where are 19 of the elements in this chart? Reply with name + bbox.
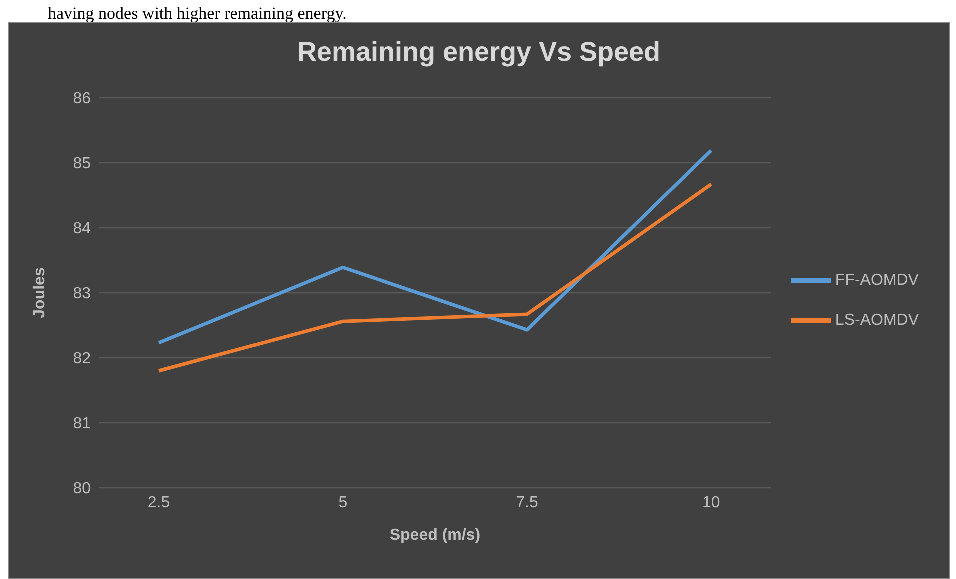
- chart-title: Remaining energy Vs Speed: [296, 37, 662, 68]
- legend-label: LS-AOMDV: [835, 312, 919, 329]
- legend-label: FF-AOMDV: [835, 272, 919, 289]
- y-tick-label: 84: [73, 220, 92, 238]
- text: having nodes with higher remaining energy.: [48, 4, 348, 23]
- x-tick-label: 2.5: [148, 494, 170, 512]
- x-tick-label: 10: [702, 494, 720, 512]
- y-tick-label: 80: [73, 480, 92, 498]
- line-series: [157, 148, 714, 345]
- x-axis-title: Speed (m/s): [390, 527, 481, 544]
- y-tick-label: 83: [73, 286, 92, 303]
- y-tick-label: 82: [73, 350, 92, 368]
- y-tick-label: 85: [73, 156, 92, 173]
- y-tick-label: 81: [73, 416, 92, 433]
- x-tick-label: 5: [338, 494, 348, 512]
- x-tick-label: 7.5: [516, 494, 538, 512]
- y-axis-title: Joules: [32, 268, 49, 318]
- line-series: [157, 182, 714, 373]
- y-tick-label: 86: [73, 90, 92, 108]
